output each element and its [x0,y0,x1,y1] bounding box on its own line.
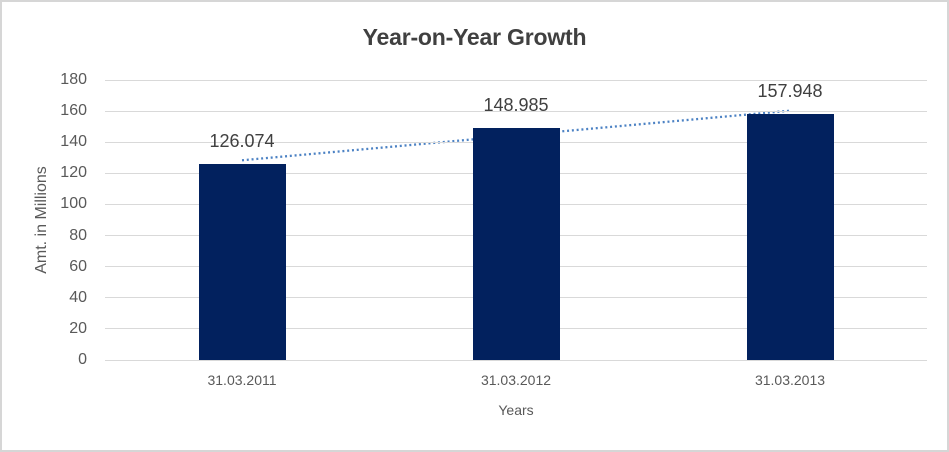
x-tick-label: 31.03.2013 [754,372,826,388]
y-tick-label: 120 [60,164,87,182]
x-tick-label: 31.03.2012 [480,372,552,388]
y-tick-label: 40 [69,288,87,306]
y-tick-label: 60 [69,257,87,275]
x-axis-title: Years [498,402,534,418]
gridline [105,79,927,81]
bar [472,128,560,360]
bar [198,163,286,360]
bar-value-label: 157.948 [757,81,823,102]
bar-value-label: 148.985 [483,95,549,116]
gridline [105,110,927,112]
bar-value-label: 126.074 [209,130,275,151]
y-tick-label: 140 [60,133,87,151]
y-tick-label: 80 [69,226,87,244]
chart-title: Year-on-Year Growth [362,24,587,50]
gridline [105,359,927,361]
y-tick-label: 20 [69,319,87,337]
x-tick-label: 31.03.2011 [207,372,277,388]
y-tick-label: 180 [60,71,87,88]
y-axis-title: Amt. in Millions [33,166,50,274]
y-tick-label: 160 [60,102,87,120]
y-tick-label: 0 [78,351,87,368]
bar [746,114,834,360]
y-tick-label: 100 [60,195,87,213]
